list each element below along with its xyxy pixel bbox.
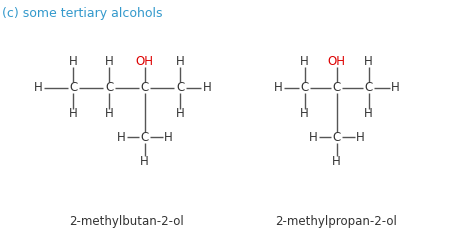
Text: H: H bbox=[391, 81, 400, 94]
Text: OH: OH bbox=[328, 55, 346, 68]
Text: C: C bbox=[176, 81, 184, 94]
Text: H: H bbox=[202, 81, 211, 94]
Text: H: H bbox=[273, 81, 282, 94]
Text: (c) some tertiary alcohols: (c) some tertiary alcohols bbox=[2, 7, 163, 20]
Text: C: C bbox=[140, 81, 149, 94]
Text: H: H bbox=[140, 155, 149, 168]
Text: H: H bbox=[300, 107, 309, 120]
Text: H: H bbox=[364, 55, 373, 68]
Text: H: H bbox=[309, 131, 317, 144]
Text: H: H bbox=[69, 107, 78, 120]
Text: C: C bbox=[105, 81, 113, 94]
Text: OH: OH bbox=[136, 55, 154, 68]
Text: H: H bbox=[364, 107, 373, 120]
Text: H: H bbox=[176, 107, 184, 120]
Text: H: H bbox=[117, 131, 125, 144]
Text: C: C bbox=[332, 81, 341, 94]
Text: C: C bbox=[140, 131, 149, 144]
Text: C: C bbox=[365, 81, 373, 94]
Text: C: C bbox=[332, 131, 341, 144]
Text: H: H bbox=[69, 55, 78, 68]
Text: C: C bbox=[301, 81, 309, 94]
Text: H: H bbox=[34, 81, 42, 94]
Text: H: H bbox=[105, 107, 113, 120]
Text: H: H bbox=[164, 131, 173, 144]
Text: H: H bbox=[300, 55, 309, 68]
Text: C: C bbox=[69, 81, 78, 94]
Text: H: H bbox=[332, 155, 341, 168]
Text: H: H bbox=[105, 55, 113, 68]
Text: 2-methylpropan-2-ol: 2-methylpropan-2-ol bbox=[275, 215, 398, 228]
Text: H: H bbox=[176, 55, 184, 68]
Text: 2-methylbutan-2-ol: 2-methylbutan-2-ol bbox=[69, 215, 184, 228]
Text: H: H bbox=[356, 131, 365, 144]
